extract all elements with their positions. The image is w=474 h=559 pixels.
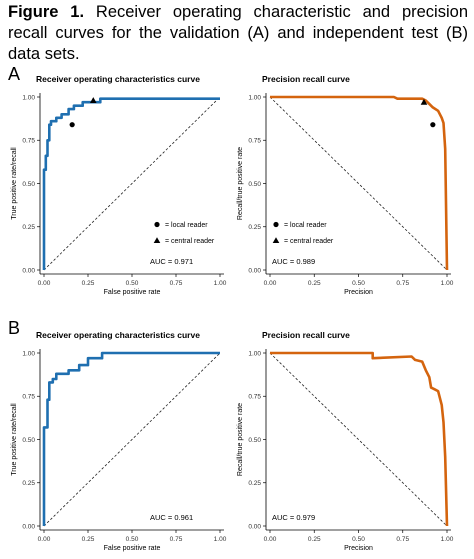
- y-axis-label: True positive rate/recall: [11, 147, 18, 220]
- x-axis-label: False positive rate: [104, 289, 161, 296]
- reference-diagonal-line: [43, 352, 221, 527]
- x-tick-label: 0.00: [38, 280, 51, 287]
- legend-circle-symbol: [273, 221, 279, 228]
- chart-panel-4: Precision recall curve 0.000.00 0.25 0.25 0.…: [237, 330, 454, 552]
- auc-label: AUC = 0.971: [150, 257, 193, 266]
- x-tick-label: 0.75: [396, 536, 409, 543]
- y-tick-label: 0.75: [22, 138, 35, 145]
- x-tick-label: 0.50: [352, 280, 365, 287]
- legend-label: = central reader: [284, 238, 334, 245]
- x-tick-label: 0.25: [82, 280, 95, 287]
- y-axis-label: Recall/true positive rate: [237, 147, 244, 220]
- auc-label: AUC = 0.989: [272, 257, 315, 266]
- chart-title: Receiver operating characteristics curve: [36, 74, 200, 84]
- legend-circle-symbol: [154, 221, 160, 228]
- curve-series-1: [270, 351, 449, 527]
- y-tick-label: 1.00: [248, 350, 261, 357]
- y-tick-label: 0.50: [248, 181, 261, 188]
- x-tick-label: 1.00: [214, 536, 227, 543]
- y-axis-label: True positive rate/recall: [11, 403, 18, 476]
- curve-series-1: [42, 97, 220, 270]
- figure-caption: Figure 1. Receiver operating characteris…: [8, 2, 468, 65]
- legend-label: = central reader: [165, 238, 215, 245]
- local-reader-marker: [430, 122, 436, 128]
- caption-label: Figure 1.: [8, 3, 85, 21]
- y-tick-label: 0.75: [248, 138, 261, 145]
- auc-label: AUC = 0.961: [150, 513, 193, 522]
- y-tick-label: 0.75: [248, 394, 261, 401]
- y-tick-label: 0.25: [22, 224, 35, 231]
- y-tick-label: 0.25: [22, 480, 35, 487]
- y-tick-label: 0.00: [248, 523, 261, 530]
- central-reader-marker: [420, 98, 428, 105]
- y-tick-label: 0.00: [22, 523, 35, 530]
- chart-title: Precision recall curve: [262, 330, 350, 340]
- y-axis-label: Recall/true positive rate: [237, 403, 244, 476]
- y-tick-label: 0.50: [22, 437, 35, 444]
- chart-panel-1: Receiver operating characteristics curve…: [11, 74, 227, 296]
- y-tick-label: 0.25: [248, 480, 261, 487]
- x-tick-label: 1.00: [441, 536, 454, 543]
- x-tick-label: 0.75: [396, 280, 409, 287]
- legend-label: = local reader: [165, 222, 208, 229]
- chart-title: Precision recall curve: [262, 74, 350, 84]
- x-tick-label: 0.00: [264, 280, 277, 287]
- reference-diagonal-line: [269, 96, 448, 271]
- y-tick-label: 0.00: [22, 267, 35, 274]
- x-tick-label: 0.50: [352, 536, 365, 543]
- x-tick-label: 0.75: [170, 536, 183, 543]
- panel-letter-a: A: [8, 64, 21, 84]
- y-tick-label: 0.00: [248, 267, 261, 274]
- y-tick-label: 0.50: [22, 181, 35, 188]
- legend-triangle-symbol: [153, 237, 161, 243]
- x-tick-label: 0.25: [82, 536, 95, 543]
- x-tick-label: 1.00: [441, 280, 454, 287]
- legend-triangle-symbol: [272, 237, 280, 243]
- x-tick-label: 1.00: [214, 280, 227, 287]
- x-axis-label: False positive rate: [104, 545, 161, 552]
- x-tick-label: 0.50: [126, 536, 139, 543]
- x-tick-label: 0.25: [308, 536, 321, 543]
- x-tick-label: 0.25: [308, 280, 321, 287]
- x-axis-label: Precision: [344, 545, 373, 552]
- auc-label: AUC = 0.979: [272, 513, 315, 522]
- curve-series-1: [270, 95, 449, 271]
- x-tick-label: 0.50: [126, 280, 139, 287]
- y-tick-label: 1.00: [248, 94, 261, 101]
- legend-label: = local reader: [284, 222, 327, 229]
- curve-series-1: [42, 351, 220, 526]
- y-tick-label: 1.00: [22, 94, 35, 101]
- x-tick-label: 0.00: [38, 536, 51, 543]
- central-reader-marker: [89, 97, 97, 103]
- reference-diagonal-line: [43, 96, 221, 271]
- y-tick-label: 0.50: [248, 437, 261, 444]
- caption-text: Receiver operating characteristic and pr…: [8, 3, 468, 63]
- y-tick-label: 1.00: [22, 350, 35, 357]
- y-tick-label: 0.25: [248, 224, 261, 231]
- panel-letter-b: B: [8, 318, 21, 338]
- chart-panel-3: Receiver operating characteristics curve…: [11, 330, 227, 552]
- reference-diagonal-line: [269, 352, 448, 527]
- chart-panel-2: Precision recall curve 0.000.00 0.25 0.25 0.…: [237, 74, 454, 296]
- x-tick-label: 0.00: [264, 536, 277, 543]
- x-tick-label: 0.75: [170, 280, 183, 287]
- x-axis-label: Precision: [344, 289, 373, 296]
- chart-title: Receiver operating characteristics curve: [36, 330, 200, 340]
- local-reader-marker: [69, 122, 75, 128]
- y-tick-label: 0.75: [22, 394, 35, 401]
